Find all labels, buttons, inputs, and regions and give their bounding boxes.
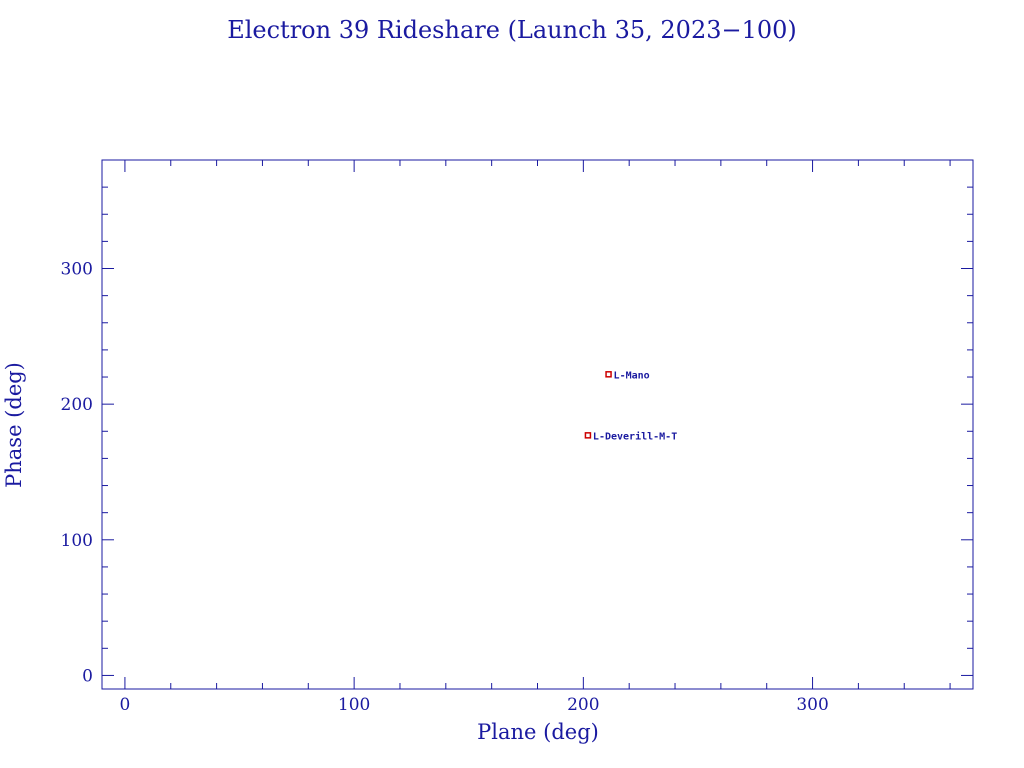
- data-points: L-Mano L-Deverill-M-T: [584, 370, 677, 442]
- x-axis-label: Plane (deg): [477, 720, 599, 744]
- data-point-label: L-Deverill-M-T: [593, 430, 677, 442]
- x-tick-label: 200: [567, 695, 599, 715]
- data-point-marker: [584, 432, 592, 439]
- y-tick-label: 0: [82, 666, 93, 686]
- plot-frame: [101, 159, 974, 690]
- chart-title: Electron 39 Rideshare (Launch 35, 2023−1…: [227, 16, 797, 44]
- y-tick-label: 200: [61, 395, 93, 415]
- tick-labels: 0 100 200 300 0 100 200 300: [61, 260, 829, 715]
- y-tick-label: 100: [61, 531, 93, 551]
- data-point-label: L-Mano: [614, 370, 650, 381]
- data-point-marker: [605, 371, 612, 378]
- x-tick-label: 100: [338, 695, 370, 715]
- axis-ticks: [102, 159, 973, 689]
- y-tick-label: 300: [61, 260, 93, 280]
- y-axis-label: Phase (deg): [2, 362, 26, 488]
- x-tick-label: 300: [796, 695, 828, 715]
- x-tick-label: 0: [120, 695, 131, 715]
